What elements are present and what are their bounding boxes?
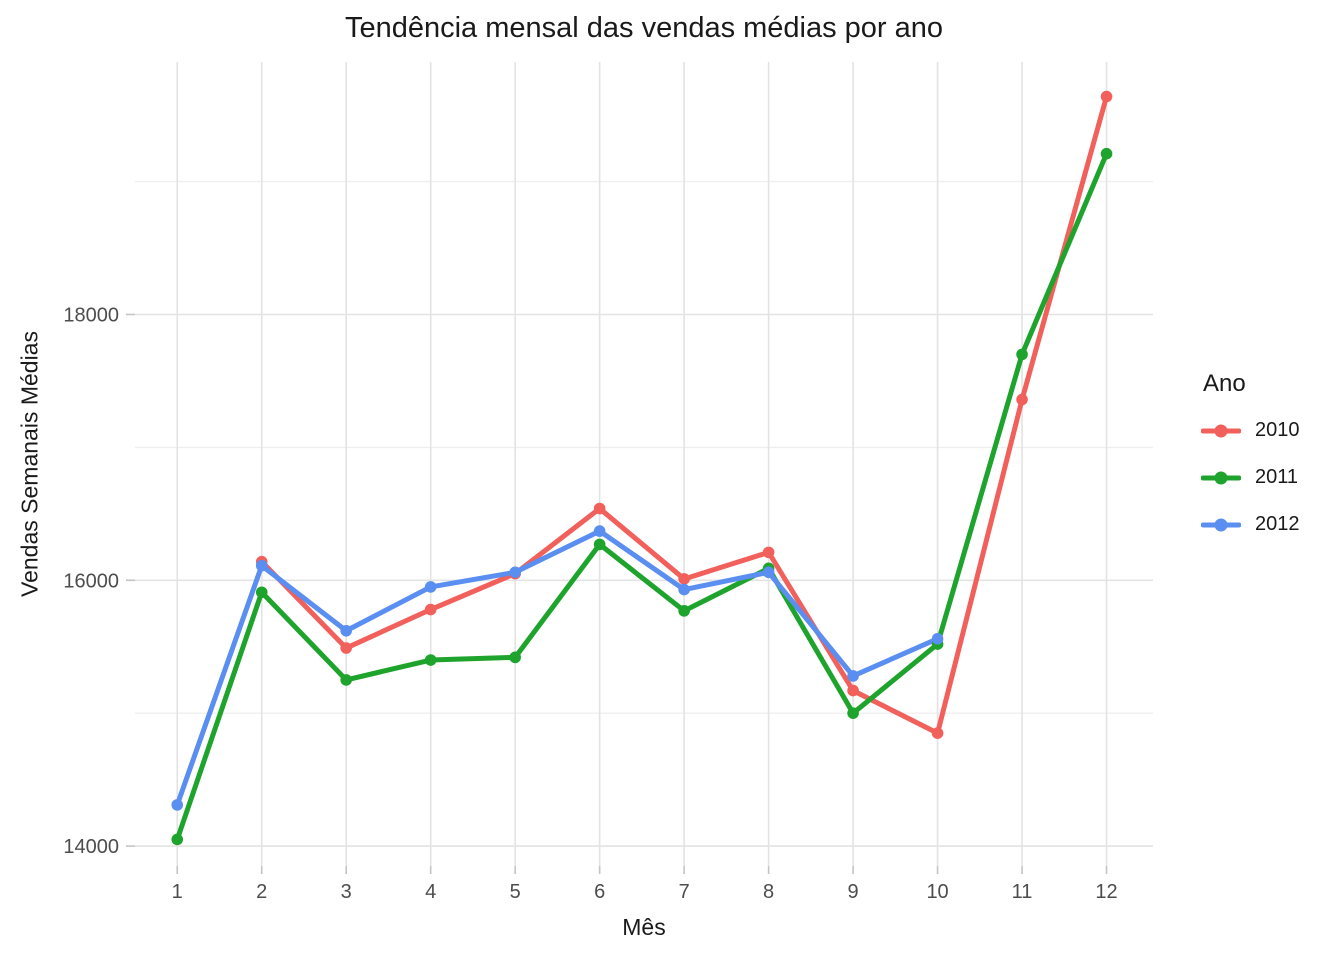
data-point-2012 bbox=[593, 525, 606, 537]
data-point-2011 bbox=[255, 586, 268, 599]
data-point-2010 bbox=[762, 546, 775, 559]
data-point-2010 bbox=[847, 684, 859, 697]
x-tick-labels: 1 2 3 4 5 6 7 8 9 10 11 12 bbox=[172, 881, 1118, 903]
data-point-2012 bbox=[171, 799, 184, 811]
x-tick-label: 4 bbox=[425, 881, 436, 903]
line-2012 bbox=[174, 528, 941, 808]
data-point-2010 bbox=[593, 502, 606, 515]
data-point-2012 bbox=[847, 670, 859, 682]
y-tick-label: 18000 bbox=[63, 304, 119, 326]
legend: Ano 2010 2011 2012 bbox=[1201, 370, 1300, 555]
legend-key-icon bbox=[1201, 471, 1241, 484]
x-tick-label: 1 bbox=[172, 881, 183, 903]
legend-label: 2012 bbox=[1255, 513, 1300, 535]
series-points-2010 bbox=[255, 90, 1113, 739]
legend-title: Ano bbox=[1203, 370, 1246, 397]
data-point-2012 bbox=[678, 583, 690, 596]
legend-key-icon bbox=[1201, 518, 1241, 531]
y-axis-title: Vendas Semanais Médias bbox=[16, 331, 43, 597]
data-point-2012 bbox=[340, 624, 353, 637]
data-point-2011 bbox=[1016, 348, 1028, 361]
x-gridlines bbox=[176, 62, 1108, 866]
x-tick-label: 12 bbox=[1095, 881, 1117, 903]
data-point-2010 bbox=[340, 642, 353, 654]
x-tick-label: 5 bbox=[510, 881, 521, 903]
legend-label: 2011 bbox=[1255, 466, 1299, 488]
legend-entries: 2010 2011 2012 bbox=[1201, 414, 1300, 541]
data-point-2011 bbox=[424, 654, 437, 666]
data-point-2010 bbox=[1100, 90, 1113, 103]
legend-entry-2012: 2012 bbox=[1201, 508, 1300, 541]
x-tick-label: 9 bbox=[848, 881, 859, 903]
data-point-2011 bbox=[171, 833, 184, 846]
x-tick-label: 6 bbox=[594, 881, 605, 903]
x-tick-label: 11 bbox=[1012, 881, 1033, 903]
data-point-2011 bbox=[847, 707, 859, 719]
y-tick-labels: 14000 16000 18000 bbox=[63, 304, 119, 858]
data-point-2010 bbox=[678, 573, 690, 585]
data-point-2012 bbox=[509, 566, 521, 579]
y-tick-label: 14000 bbox=[63, 836, 119, 858]
line-2011 bbox=[174, 151, 1110, 842]
legend-label: 2010 bbox=[1255, 419, 1300, 441]
data-point-2011 bbox=[593, 538, 606, 551]
data-point-2011 bbox=[340, 674, 353, 686]
data-point-2011 bbox=[678, 605, 690, 617]
data-point-2012 bbox=[255, 559, 268, 572]
data-point-2010 bbox=[1016, 393, 1028, 406]
legend-entry-2011: 2011 bbox=[1201, 461, 1300, 494]
data-point-2011 bbox=[1100, 147, 1113, 160]
y-tick-label: 16000 bbox=[63, 570, 119, 592]
legend-key-icon bbox=[1201, 424, 1241, 437]
data-point-2011 bbox=[509, 651, 521, 664]
series-line-2011 bbox=[174, 151, 1110, 842]
x-tick-label: 8 bbox=[763, 881, 774, 903]
data-point-2010 bbox=[931, 727, 944, 739]
series-line-2012 bbox=[174, 528, 941, 808]
data-point-2012 bbox=[424, 581, 437, 593]
y-gridlines-minor bbox=[135, 180, 1153, 714]
legend-entry-2010: 2010 bbox=[1201, 414, 1300, 447]
series-points-2012 bbox=[171, 525, 944, 811]
data-point-2010 bbox=[424, 603, 437, 616]
chart-title: Tendência mensal das vendas médias por a… bbox=[344, 12, 944, 44]
x-tick-label: 3 bbox=[341, 881, 352, 903]
axis-ticks bbox=[126, 313, 1108, 874]
x-tick-label: 2 bbox=[256, 881, 267, 903]
data-point-2012 bbox=[762, 566, 775, 579]
x-tick-label: 7 bbox=[679, 881, 690, 903]
data-point-2012 bbox=[931, 632, 944, 645]
x-axis-title: Mês bbox=[622, 914, 666, 940]
x-tick-label: 10 bbox=[926, 881, 948, 903]
series-points-2011 bbox=[171, 147, 1113, 846]
